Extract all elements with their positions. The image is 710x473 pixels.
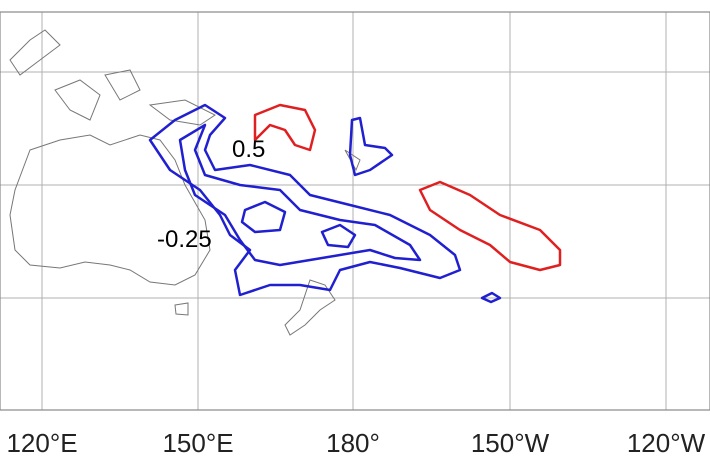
longitude-label: 150°E bbox=[162, 428, 233, 458]
coastlines bbox=[9, 29, 361, 336]
coast bbox=[148, 99, 216, 126]
positive-contour bbox=[418, 180, 562, 272]
negative-contour bbox=[240, 200, 287, 234]
longitude-label: 150°W bbox=[471, 428, 550, 458]
negative-contour bbox=[320, 223, 357, 249]
negative-contour bbox=[480, 291, 502, 304]
coast bbox=[54, 79, 101, 121]
longitude-label: 120°E bbox=[6, 428, 77, 458]
negative-contour bbox=[178, 123, 422, 267]
coast bbox=[104, 69, 141, 101]
longitude-label: 120°W bbox=[627, 428, 706, 458]
contour-label: -0.25 bbox=[157, 226, 212, 253]
contour-label: 0.5 bbox=[232, 136, 265, 163]
coast bbox=[9, 29, 61, 76]
grid bbox=[0, 11, 710, 411]
frame bbox=[0, 11, 710, 411]
coast bbox=[174, 302, 189, 316]
contours bbox=[148, 103, 562, 304]
longitude-label: 180° bbox=[326, 428, 380, 458]
positive-contour bbox=[253, 103, 317, 152]
coast bbox=[9, 134, 211, 286]
negative-contour bbox=[348, 116, 394, 177]
